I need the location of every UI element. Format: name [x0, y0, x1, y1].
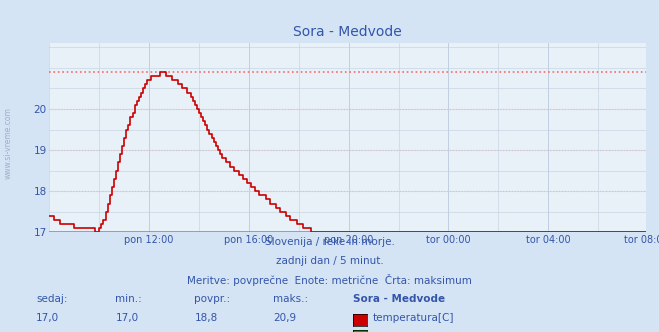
Text: Slovenija / reke in morje.: Slovenija / reke in morje. [264, 237, 395, 247]
Text: min.:: min.: [115, 294, 142, 304]
Text: 20,9: 20,9 [273, 313, 297, 323]
Text: temperatura[C]: temperatura[C] [372, 313, 454, 323]
Title: Sora - Medvode: Sora - Medvode [293, 25, 402, 39]
Text: povpr.:: povpr.: [194, 294, 231, 304]
Text: 17,0: 17,0 [115, 313, 138, 323]
Text: zadnji dan / 5 minut.: zadnji dan / 5 minut. [275, 256, 384, 266]
Text: www.si-vreme.com: www.si-vreme.com [3, 107, 13, 179]
Text: Meritve: povprečne  Enote: metrične  Črta: maksimum: Meritve: povprečne Enote: metrične Črta:… [187, 274, 472, 286]
Text: sedaj:: sedaj: [36, 294, 68, 304]
Text: maks.:: maks.: [273, 294, 308, 304]
Text: 17,0: 17,0 [36, 313, 59, 323]
Text: 18,8: 18,8 [194, 313, 217, 323]
Text: Sora - Medvode: Sora - Medvode [353, 294, 445, 304]
